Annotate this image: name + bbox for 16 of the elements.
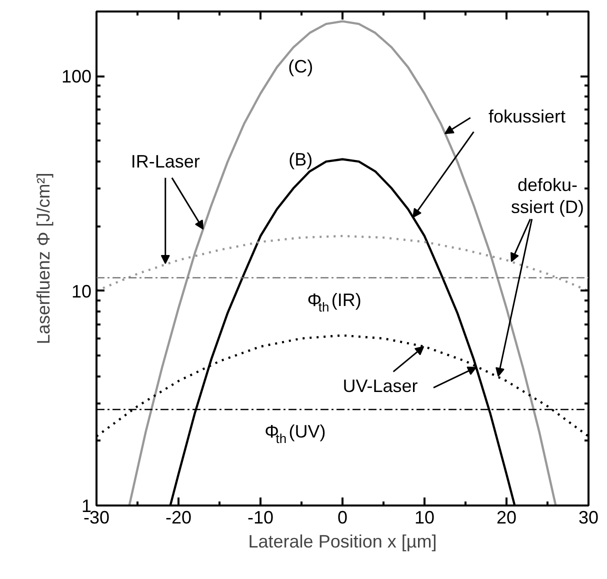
x-tick-label: -10 [247, 508, 274, 528]
annotation: (C) [288, 56, 314, 76]
annotation: defoku- ssiert (D) [511, 174, 584, 217]
x-tick-label: 0 [337, 508, 348, 528]
y-axis-title: Laserfluenz Φ [J/cm²] [33, 172, 54, 344]
annotation: UV-Laser [342, 376, 418, 396]
x-tick-label: -20 [165, 508, 192, 528]
annotation: IR-Laser [130, 152, 200, 172]
x-tick-label: 10 [414, 508, 435, 528]
x-axis-title: Laterale Position x [µm] [248, 532, 437, 552]
annotation: fokussiert [488, 106, 566, 126]
y-tick-label: 10 [71, 281, 92, 302]
x-tick-label: 20 [496, 508, 517, 528]
annotation: (B) [288, 149, 313, 170]
x-tick-label: 30 [578, 508, 599, 528]
y-tick-label: 100 [61, 66, 92, 87]
